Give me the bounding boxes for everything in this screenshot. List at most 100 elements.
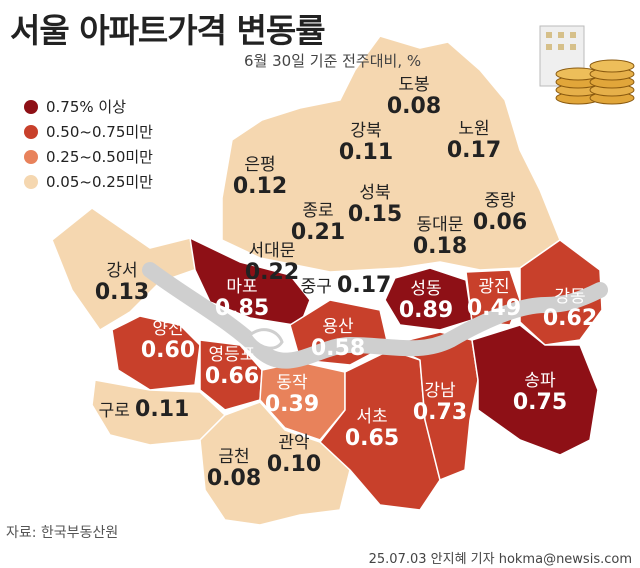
district-value: 0.17 <box>446 137 502 163</box>
legend-item: 0.25~0.50미만 <box>24 144 153 169</box>
district-value: 0.17 <box>337 273 392 298</box>
district-seocho: 서초 0.65 <box>345 408 399 451</box>
district-name: 서초 <box>356 407 388 427</box>
district-yangcheon: 양천 0.60 <box>141 320 195 363</box>
district-gwangjin: 광진 0.49 <box>467 278 521 321</box>
district-value: 0.11 <box>135 397 190 422</box>
district-guro: 구로 0.11 <box>98 397 190 422</box>
district-name: 구로 <box>98 401 130 421</box>
district-junggu: 중구 0.17 <box>301 273 392 298</box>
district-value: 0.13 <box>94 279 150 305</box>
region-south-light <box>199 401 351 526</box>
district-value: 0.08 <box>386 93 442 119</box>
region-north <box>221 35 561 273</box>
region-seocho <box>319 349 441 511</box>
district-yeongdeungpo: 영등포 0.66 <box>205 346 259 389</box>
source-note: 자료: 한국부동산원 <box>6 525 119 541</box>
district-value: 0.49 <box>466 295 522 321</box>
river-island <box>248 328 284 350</box>
legend-label: 0.50~0.75미만 <box>46 123 153 141</box>
legend-item: 0.05~0.25미만 <box>24 169 153 194</box>
district-value: 0.11 <box>338 139 394 165</box>
district-dobong: 도봉 0.08 <box>387 76 441 119</box>
district-value: 0.06 <box>472 209 528 235</box>
district-name: 서대문 <box>248 241 296 261</box>
district-value: 0.62 <box>542 305 598 331</box>
district-gangdong: 강동 0.62 <box>543 288 597 331</box>
district-value: 0.21 <box>290 219 346 245</box>
district-gangnam: 강남 0.73 <box>413 382 467 425</box>
district-value: 0.08 <box>206 465 262 491</box>
district-value: 0.22 <box>244 259 300 285</box>
page-title: 서울 아파트가격 변동률 <box>10 11 326 50</box>
page-subtitle: 6월 30일 기준 전주대비, % <box>244 52 422 70</box>
region-songpa <box>471 324 599 456</box>
district-value: 0.85 <box>214 295 270 321</box>
district-name: 강서 <box>106 261 138 281</box>
district-name: 종로 <box>302 201 334 221</box>
district-nowon: 노원 0.17 <box>447 120 501 163</box>
district-value: 0.66 <box>204 363 260 389</box>
district-name: 양천 <box>152 319 184 339</box>
district-seodaemun: 서대문 0.22 <box>245 242 299 285</box>
legend-swatch <box>24 149 38 164</box>
district-jungnang: 중랑 0.06 <box>473 192 527 235</box>
region-yangcheon <box>111 315 201 391</box>
district-value: 0.73 <box>412 399 468 425</box>
legend-swatch <box>24 174 38 189</box>
legend-swatch <box>24 99 38 114</box>
district-name: 강동 <box>554 287 586 307</box>
region-gangseo <box>51 207 201 331</box>
legend: 0.75% 이상 0.50~0.75미만 0.25~0.50미만 0.05~0.… <box>24 94 153 194</box>
legend-label: 0.25~0.50미만 <box>46 148 153 166</box>
district-name: 성동 <box>410 279 442 299</box>
district-value: 0.12 <box>232 173 288 199</box>
district-name: 영등포 <box>208 345 256 365</box>
district-eunpyeong: 은평 0.12 <box>233 156 287 199</box>
region-seongdong <box>384 267 473 331</box>
district-value: 0.75 <box>512 389 568 415</box>
district-seongdong: 성동 0.89 <box>399 280 453 323</box>
district-mapo: 마포 0.85 <box>215 278 269 321</box>
district-name: 은평 <box>244 155 276 175</box>
district-seongbuk: 성북 0.15 <box>348 184 402 227</box>
district-name: 도봉 <box>398 75 430 95</box>
district-name: 동대문 <box>416 215 464 235</box>
district-jongno: 종로 0.21 <box>291 202 345 245</box>
district-value: 0.58 <box>310 335 366 361</box>
legend-swatch <box>24 124 38 139</box>
district-value: 0.60 <box>140 337 196 363</box>
district-value: 0.10 <box>266 451 322 477</box>
district-gangbuk: 강북 0.11 <box>339 122 393 165</box>
district-name: 송파 <box>524 371 556 391</box>
district-name: 관악 <box>278 433 310 453</box>
district-value: 0.15 <box>347 201 403 227</box>
district-name: 용산 <box>322 317 354 337</box>
apartment-coins-icon <box>539 25 635 105</box>
han-river <box>142 262 608 369</box>
legend-label: 0.75% 이상 <box>46 98 127 116</box>
district-value: 0.18 <box>412 233 468 259</box>
district-name: 강남 <box>424 381 456 401</box>
district-dongdaemun: 동대문 0.18 <box>413 216 467 259</box>
district-name: 광진 <box>478 277 510 297</box>
district-name: 중랑 <box>484 191 516 211</box>
district-name: 강북 <box>350 121 382 141</box>
district-gangseo: 강서 0.13 <box>95 262 149 305</box>
district-value: 0.39 <box>264 391 320 417</box>
district-name: 성북 <box>359 183 391 203</box>
district-value: 0.65 <box>344 425 400 451</box>
legend-label: 0.05~0.25미만 <box>46 173 153 191</box>
district-gwanak: 관악 0.10 <box>267 434 321 477</box>
district-name: 노원 <box>458 119 490 139</box>
district-name: 마포 <box>226 277 258 297</box>
district-yongsan: 용산 0.58 <box>311 318 365 361</box>
district-name: 금천 <box>218 447 250 467</box>
district-songpa: 송파 0.75 <box>513 372 567 415</box>
district-name: 동작 <box>276 373 308 393</box>
legend-item: 0.50~0.75미만 <box>24 119 153 144</box>
district-geumcheon: 금천 0.08 <box>207 448 261 491</box>
region-gangdong <box>519 239 603 346</box>
legend-item: 0.75% 이상 <box>24 94 153 119</box>
